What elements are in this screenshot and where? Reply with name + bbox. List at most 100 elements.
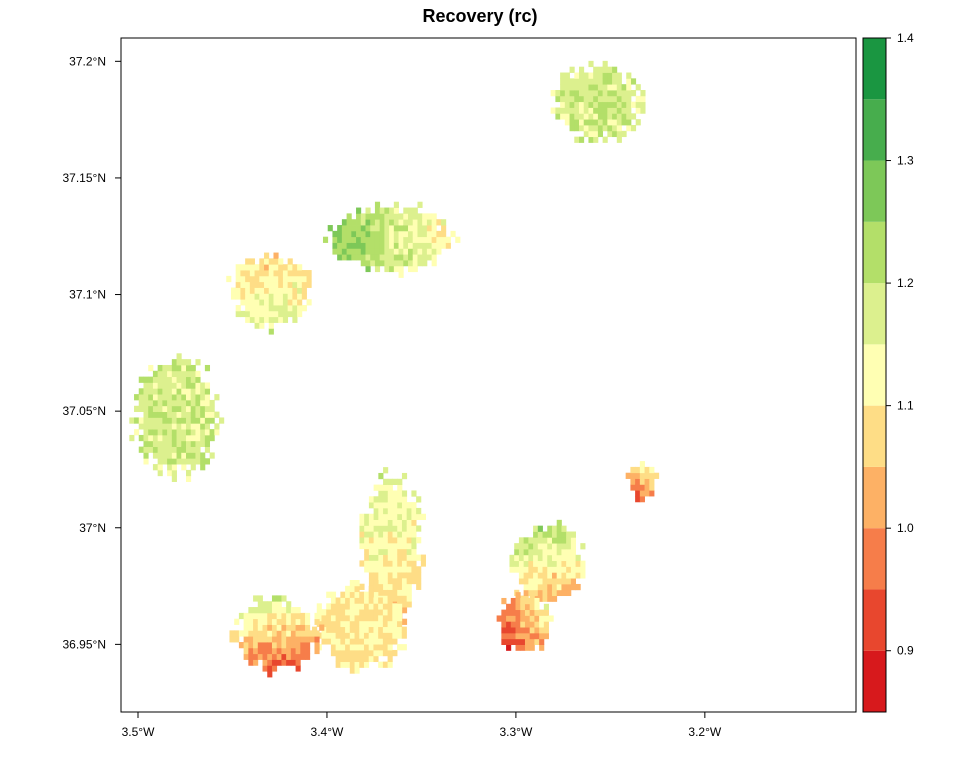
raster-cell [176, 364, 182, 372]
raster-cell [543, 603, 549, 611]
raster-cell [181, 411, 187, 418]
raster-cell [574, 113, 580, 120]
raster-cell [186, 405, 192, 413]
raster-cell [401, 519, 408, 526]
raster-cell [262, 665, 268, 672]
raster-cell [593, 101, 599, 108]
raster-cell [148, 364, 154, 372]
raster-cell [542, 543, 548, 550]
raster-cell [612, 101, 618, 108]
raster-cell [297, 293, 303, 300]
raster-cell [297, 287, 303, 294]
raster-cell [157, 364, 163, 372]
raster-cell [230, 293, 237, 300]
raster-cell [278, 270, 284, 277]
raster-cell [411, 513, 417, 520]
raster-cell [378, 609, 384, 616]
raster-cell [248, 636, 254, 643]
raster-cell [570, 543, 576, 550]
raster-cell [335, 626, 341, 633]
raster-cell [518, 548, 525, 556]
raster-cell [292, 270, 298, 277]
raster-cell [393, 260, 399, 267]
raster-cell [349, 649, 355, 657]
raster-cell [356, 213, 362, 220]
raster-cell [389, 207, 395, 214]
raster-cell [640, 90, 646, 97]
raster-cell [238, 612, 245, 620]
raster-cell [305, 630, 311, 637]
raster-cell [506, 632, 512, 640]
raster-cell [561, 572, 567, 579]
raster-cell [167, 388, 173, 395]
raster-cell [271, 624, 278, 631]
raster-cell [373, 589, 379, 596]
raster-cell [556, 519, 562, 527]
raster-cell [422, 213, 428, 220]
raster-cell [588, 107, 594, 114]
raster-cell [190, 370, 196, 378]
raster-cell [365, 260, 371, 267]
raster-cell [267, 612, 273, 620]
raster-cell [561, 548, 567, 556]
raster-cell [359, 542, 365, 550]
raster-cell [295, 607, 301, 614]
raster-cell [579, 66, 585, 73]
raster-cell [162, 446, 168, 453]
raster-cell [426, 248, 433, 255]
raster-cell [214, 394, 220, 401]
raster-cell [292, 275, 298, 283]
raster-cell [268, 258, 274, 265]
raster-cell [378, 577, 384, 585]
raster-cell [569, 90, 575, 97]
raster-cell [273, 252, 279, 259]
raster-cell [204, 440, 211, 447]
legend-swatch [863, 99, 886, 161]
raster-cell [403, 213, 409, 220]
legend-tick-label: 1.1 [897, 399, 914, 413]
raster-cell [346, 219, 352, 226]
raster-cell [639, 484, 645, 491]
raster-cell [644, 490, 650, 497]
raster-cell [387, 554, 393, 561]
raster-cell [245, 299, 251, 306]
raster-cell [204, 388, 211, 395]
raster-cell [401, 601, 408, 608]
raster-cell [514, 548, 520, 556]
raster-cell [349, 644, 355, 651]
raster-cell [134, 417, 140, 424]
raster-cell [200, 417, 206, 424]
raster-cell [138, 376, 144, 383]
raster-cell [259, 264, 265, 271]
raster-cell [561, 589, 567, 597]
raster-cell [397, 554, 403, 561]
raster-cell [190, 423, 196, 430]
raster-cell [245, 305, 251, 312]
raster-cell [612, 78, 618, 85]
raster-cell [510, 609, 516, 616]
raster-cell [368, 519, 375, 526]
raster-cell [579, 84, 585, 91]
raster-cell [401, 583, 408, 590]
raster-cell [593, 130, 599, 138]
raster-cell [510, 638, 516, 645]
raster-cell [547, 531, 553, 538]
raster-cell [379, 230, 385, 238]
raster-cell [579, 101, 585, 108]
raster-cell [564, 107, 570, 114]
raster-cell [290, 624, 296, 631]
raster-cell [143, 388, 149, 395]
raster-cell [654, 472, 660, 479]
raster-cell [234, 636, 240, 643]
raster-cell [401, 513, 408, 520]
raster-cell [309, 636, 315, 643]
raster-cell [392, 589, 398, 596]
raster-cell [368, 502, 375, 509]
raster-cell [157, 388, 163, 395]
raster-cell [506, 603, 512, 611]
raster-cell [267, 618, 273, 625]
raster-cell [282, 270, 289, 277]
raster-cell [271, 642, 278, 649]
raster-cell [515, 627, 521, 634]
raster-cell [397, 484, 403, 491]
